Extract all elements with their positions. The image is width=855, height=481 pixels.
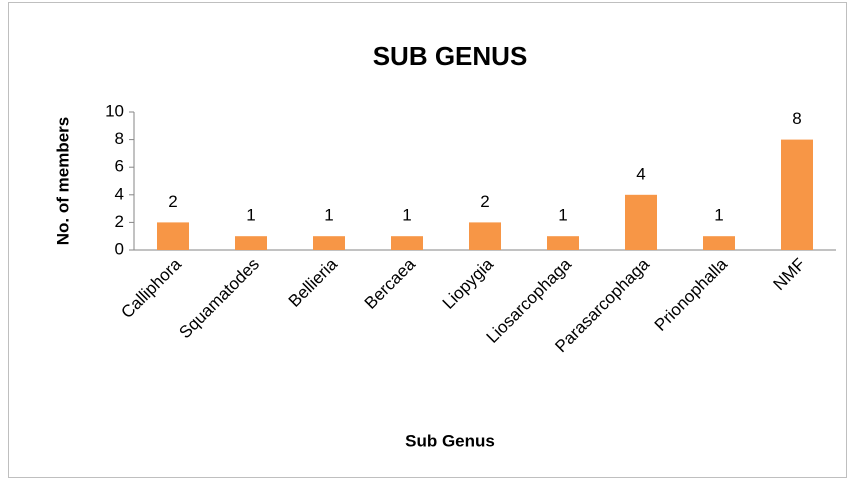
chart-title: SUB GENUS xyxy=(373,41,528,71)
data-label: 1 xyxy=(714,206,723,225)
y-axis-label: No. of members xyxy=(53,117,72,245)
data-label: 1 xyxy=(558,206,567,225)
y-tick-label: 4 xyxy=(115,184,124,203)
y-tick-label: 8 xyxy=(115,129,124,148)
bar xyxy=(703,236,735,250)
bar xyxy=(547,236,579,250)
bar xyxy=(781,139,813,250)
bar xyxy=(391,236,423,250)
data-label: 1 xyxy=(402,206,411,225)
data-label: 4 xyxy=(636,164,645,183)
data-label: 2 xyxy=(168,192,177,211)
data-label: 1 xyxy=(324,206,333,225)
data-label: 1 xyxy=(246,206,255,225)
bar xyxy=(313,236,345,250)
bar xyxy=(625,194,657,250)
y-tick-label: 2 xyxy=(115,212,124,231)
bar xyxy=(235,236,267,250)
y-tick-label: 10 xyxy=(105,101,124,120)
bar xyxy=(157,222,189,250)
y-tick-label: 6 xyxy=(115,157,124,176)
data-label: 2 xyxy=(480,192,489,211)
y-tick-label: 0 xyxy=(115,239,124,258)
bar xyxy=(469,222,501,250)
x-axis-label: Sub Genus xyxy=(405,431,495,450)
data-label: 8 xyxy=(792,109,801,128)
